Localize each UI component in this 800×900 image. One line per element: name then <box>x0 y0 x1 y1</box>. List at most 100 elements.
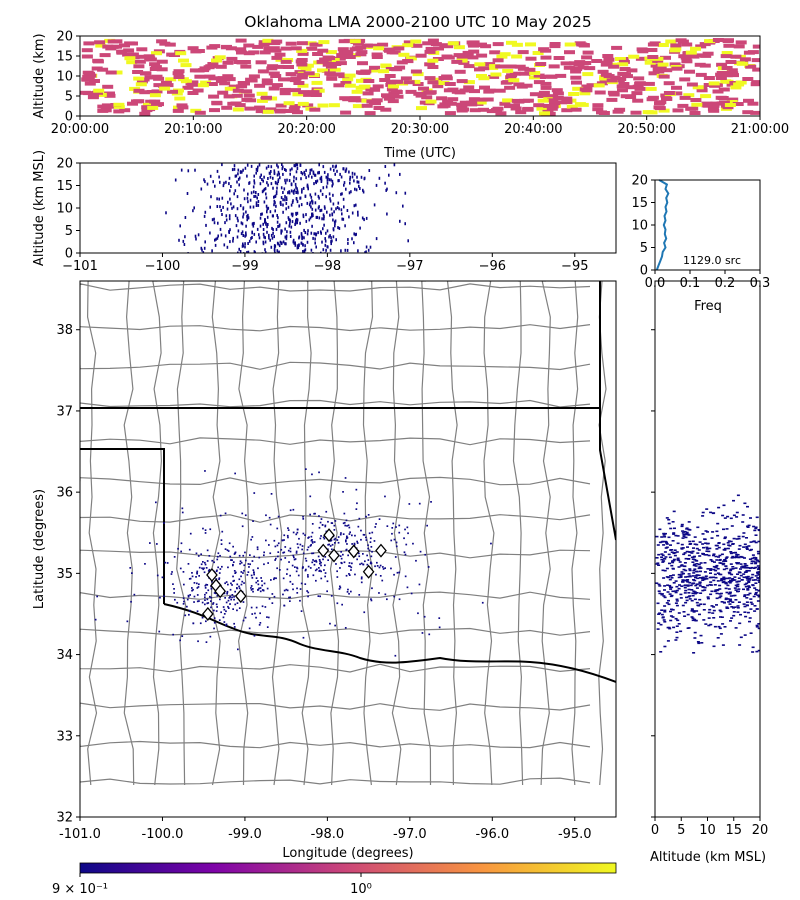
lon-altitude-point <box>211 218 214 222</box>
time-altitude-cell <box>522 106 534 111</box>
plan-view-source <box>340 551 342 553</box>
lon-altitude-point <box>228 182 230 186</box>
altitude-latitude-point <box>753 529 757 532</box>
plan-view-source <box>367 547 369 550</box>
plan-view-source <box>208 555 211 557</box>
time-altitude-cell <box>661 96 673 101</box>
altitude-latitude-point <box>758 529 760 532</box>
altitude-latitude-point <box>675 598 679 601</box>
time-altitude-ytick-label: 20 <box>56 30 73 45</box>
lon-altitude-point <box>200 246 203 250</box>
altitude-latitude-point <box>694 619 698 622</box>
plan-view-source <box>302 566 304 568</box>
altitude-latitude-point <box>662 619 666 621</box>
time-altitude-xtick-label: 21:00:00 <box>731 122 789 137</box>
time-altitude-cell <box>445 101 457 106</box>
lon-altitude-point <box>309 168 312 172</box>
time-altitude-cell <box>683 93 695 98</box>
plan-view-source <box>230 598 232 601</box>
lon-altitude-point <box>311 200 314 204</box>
plan-view-source <box>360 576 363 579</box>
altitude-latitude-point <box>657 553 661 556</box>
plan-view-source <box>313 563 316 566</box>
time-altitude-cell <box>320 57 332 62</box>
lon-altitude-point <box>264 236 266 240</box>
lon-altitude-point <box>269 238 271 242</box>
lon-altitude-point <box>294 243 297 247</box>
plan-view-source <box>244 514 247 517</box>
lon-altitude-point <box>276 173 279 177</box>
time-altitude-cell <box>612 109 624 114</box>
altitude-latitude-point <box>669 575 673 577</box>
lon-altitude-point <box>277 165 279 169</box>
lon-altitude-point <box>239 170 242 174</box>
lon-altitude-point <box>315 245 317 249</box>
time-altitude-cell <box>246 78 258 83</box>
lon-altitude-point <box>384 181 386 185</box>
lon-altitude-xtick-label: −101 <box>62 259 98 274</box>
altitude-latitude-point <box>675 604 679 607</box>
lon-altitude-point <box>300 171 303 174</box>
plan-view-source <box>263 551 265 554</box>
time-altitude-cell <box>424 62 436 67</box>
altitude-latitude-point <box>671 540 675 542</box>
lon-altitude-point <box>329 167 332 171</box>
plan-view-source <box>293 558 296 561</box>
altitude-latitude-point <box>732 514 736 517</box>
plan-view-source <box>188 613 190 616</box>
plan-view-source <box>343 521 346 524</box>
altitude-latitude-point <box>702 603 706 606</box>
altitude-latitude-point <box>691 550 695 553</box>
time-altitude-cell <box>750 110 760 115</box>
plan-view-source <box>315 579 317 582</box>
lon-altitude-point <box>276 182 279 186</box>
time-altitude-cell <box>552 96 564 100</box>
lon-altitude-point <box>282 240 285 244</box>
altitude-latitude-point <box>665 517 669 519</box>
lon-altitude-point <box>331 213 334 217</box>
time-altitude-cell <box>84 71 95 76</box>
altitude-latitude-point <box>695 563 699 565</box>
altitude-latitude-point <box>723 559 727 561</box>
time-altitude-cell <box>81 48 93 53</box>
lon-altitude-point <box>300 177 302 181</box>
lon-altitude-point <box>336 206 339 209</box>
plan-view-source <box>295 570 298 573</box>
time-altitude-cell <box>671 91 683 96</box>
altitude-latitude-point <box>755 608 759 610</box>
altitude-latitude-point <box>699 592 703 594</box>
lon-altitude-point <box>259 182 262 186</box>
altitude-latitude-point <box>691 575 695 577</box>
altitude-latitude-point <box>692 652 696 654</box>
altitude-latitude-point <box>679 565 683 567</box>
plan-view-source <box>191 589 193 592</box>
altitude-latitude-point <box>732 556 736 559</box>
altitude-latitude-point <box>681 579 685 581</box>
plan-view-source <box>318 570 321 572</box>
plan-view-source <box>296 528 299 531</box>
time-altitude-cell <box>468 97 480 102</box>
lon-altitude-point <box>302 250 304 253</box>
county-border-row <box>80 627 591 636</box>
lon-altitude-point <box>262 232 265 236</box>
altitude-latitude-point <box>757 552 760 555</box>
altitude-latitude-point <box>757 566 760 569</box>
plan-view-ytick-label: 37 <box>56 404 73 419</box>
altitude-latitude-point <box>690 552 694 554</box>
time-altitude-cell <box>618 59 630 64</box>
time-altitude-cell <box>608 64 620 69</box>
altitude-latitude-point <box>703 578 707 580</box>
altitude-latitude-point <box>694 592 697 595</box>
lon-altitude-point <box>301 188 303 192</box>
altitude-latitude-point <box>749 601 753 604</box>
time-altitude-cell <box>539 111 550 116</box>
lon-altitude-point <box>251 230 253 234</box>
altitude-latitude-point <box>659 623 663 626</box>
plan-view-source <box>347 588 349 591</box>
time-altitude-cell <box>285 72 297 77</box>
lon-altitude-point <box>217 221 219 225</box>
plan-view-source <box>203 567 205 570</box>
altitude-latitude-point <box>657 622 661 624</box>
time-altitude-cell <box>513 82 525 87</box>
plan-view-source <box>206 602 209 605</box>
